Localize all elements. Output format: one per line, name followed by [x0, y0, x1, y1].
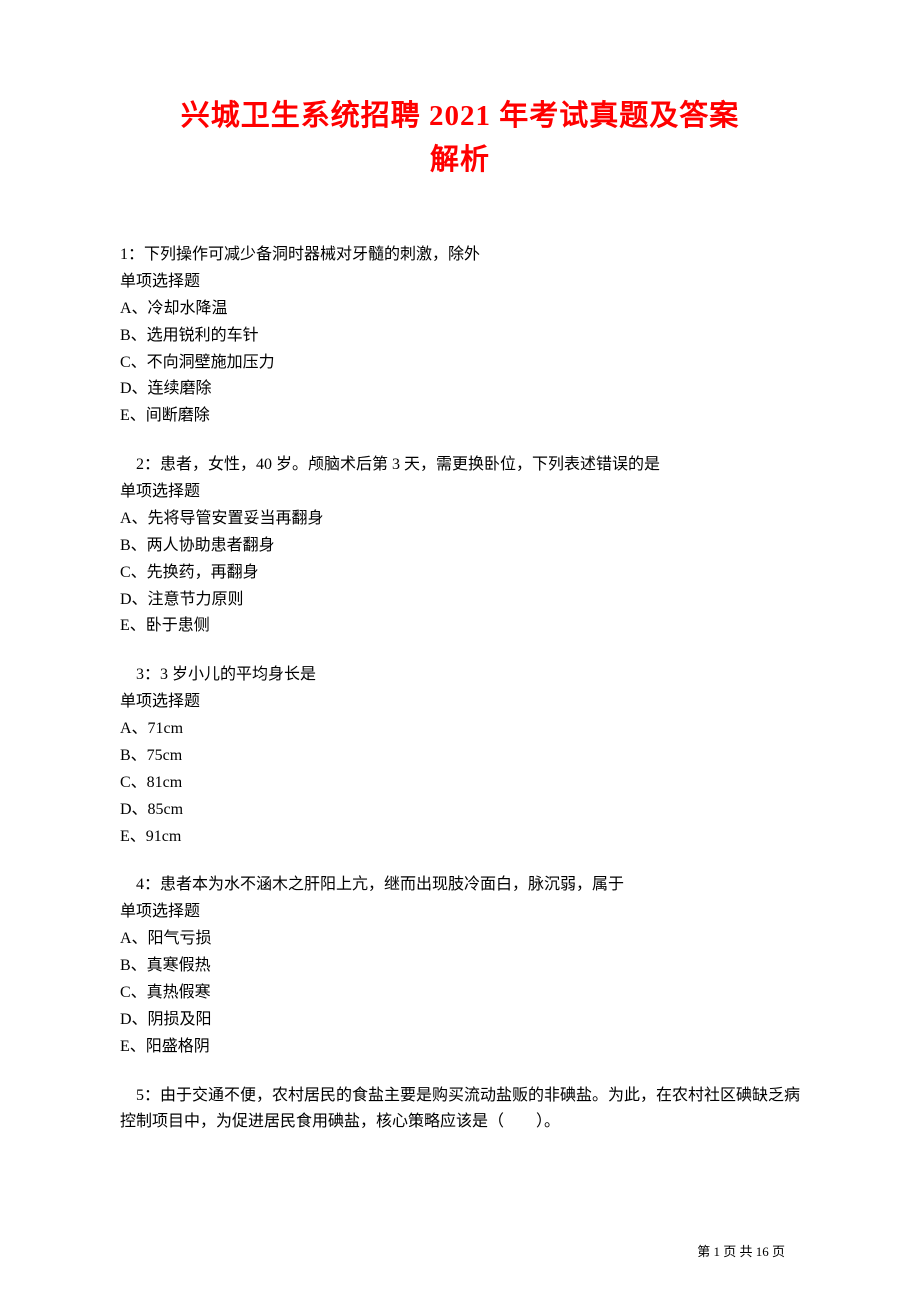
- question-type: 单项选择题: [120, 479, 800, 506]
- question-option: D、注意节力原则: [120, 587, 800, 614]
- page-container: 兴城卫生系统招聘 2021 年考试真题及答案 解析 1：下列操作可减少备洞时器械…: [0, 0, 920, 1198]
- question-text: 3：3 岁小儿的平均身长是: [120, 662, 800, 689]
- document-title-line2: 解析: [120, 139, 800, 183]
- document-title-line1: 兴城卫生系统招聘 2021 年考试真题及答案: [120, 95, 800, 139]
- page-footer: 第 1 页 共 16 页: [697, 1241, 785, 1260]
- question-text: 4：患者本为水不涵木之肝阳上亢，继而出现肢冷面白，脉沉弱，属于: [120, 872, 800, 899]
- question-block: 4：患者本为水不涵木之肝阳上亢，继而出现肢冷面白，脉沉弱，属于 单项选择题 A、…: [120, 872, 800, 1060]
- question-option: C、真热假寒: [120, 980, 800, 1007]
- question-block: 5：由于交通不便，农村居民的食盐主要是购买流动盐贩的非碘盐。为此，在农村社区碘缺…: [120, 1083, 800, 1137]
- question-option: C、先换药，再翻身: [120, 560, 800, 587]
- question-text: 5：由于交通不便，农村居民的食盐主要是购买流动盐贩的非碘盐。为此，在农村社区碘缺…: [120, 1083, 800, 1137]
- question-block: 1：下列操作可减少备洞时器械对牙髓的刺激，除外 单项选择题 A、冷却水降温 B、…: [120, 242, 800, 430]
- question-option: D、85cm: [120, 797, 800, 824]
- question-option: E、91cm: [120, 824, 800, 851]
- question-option: B、75cm: [120, 743, 800, 770]
- question-option: E、卧于患侧: [120, 613, 800, 640]
- question-option: A、先将导管安置妥当再翻身: [120, 506, 800, 533]
- question-block: 3：3 岁小儿的平均身长是 单项选择题 A、71cm B、75cm C、81cm…: [120, 662, 800, 850]
- question-option: A、71cm: [120, 716, 800, 743]
- question-option: B、两人协助患者翻身: [120, 533, 800, 560]
- question-type: 单项选择题: [120, 269, 800, 296]
- question-option: E、间断磨除: [120, 403, 800, 430]
- question-text: 2：患者，女性，40 岁。颅脑术后第 3 天，需更换卧位，下列表述错误的是: [120, 452, 800, 479]
- question-option: B、真寒假热: [120, 953, 800, 980]
- question-text: 1：下列操作可减少备洞时器械对牙髓的刺激，除外: [120, 242, 800, 269]
- question-block: 2：患者，女性，40 岁。颅脑术后第 3 天，需更换卧位，下列表述错误的是 单项…: [120, 452, 800, 640]
- question-type: 单项选择题: [120, 899, 800, 926]
- question-option: E、阳盛格阴: [120, 1034, 800, 1061]
- question-type: 单项选择题: [120, 689, 800, 716]
- question-option: B、选用锐利的车针: [120, 323, 800, 350]
- question-option: D、阴损及阳: [120, 1007, 800, 1034]
- question-option: A、冷却水降温: [120, 296, 800, 323]
- question-option: D、连续磨除: [120, 376, 800, 403]
- question-option: C、不向洞壁施加压力: [120, 350, 800, 377]
- question-option: C、81cm: [120, 770, 800, 797]
- question-option: A、阳气亏损: [120, 926, 800, 953]
